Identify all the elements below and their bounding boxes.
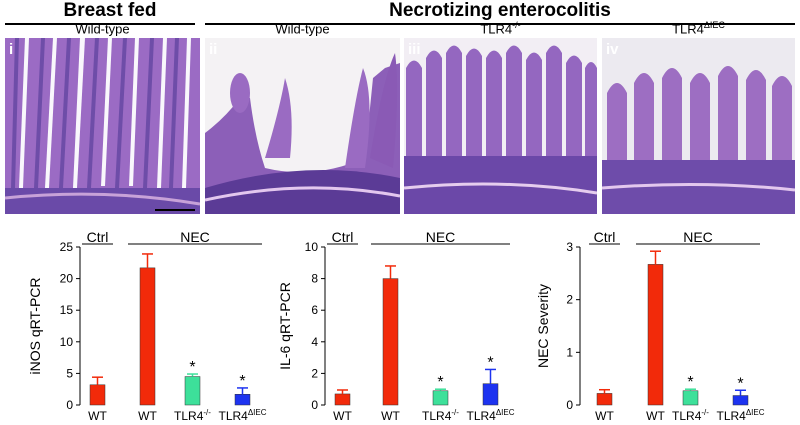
chart-3-bar — [596, 393, 613, 406]
chart-1-y-label: iNOS qRT-PCR — [27, 278, 43, 375]
chart-3-y-tick-label: 0 — [566, 398, 573, 412]
chart-2-category-label: WT — [333, 409, 352, 423]
panel-iii-genotype: TLR4-/- — [480, 20, 521, 37]
panel-numeral-iii: iii — [408, 41, 421, 58]
chart-1-y-tick-label: 20 — [60, 272, 74, 286]
chart-1-bar — [139, 267, 156, 406]
breast-fed-header-rule — [5, 23, 195, 25]
panel-numeral-ii: ii — [209, 41, 218, 58]
histology-image-ii — [205, 38, 400, 214]
chart-2-y-tick-label: 8 — [311, 272, 318, 286]
chart-2-bar — [432, 390, 449, 406]
histology-panel-iii — [404, 38, 597, 214]
chart-2-group-ctrl: Ctrl — [332, 229, 354, 245]
chart-1-bar — [184, 376, 201, 406]
chart-1-category-label: WT — [88, 409, 107, 423]
chart-1-category-label: WT — [138, 409, 157, 423]
chart-1-category-sup: -/- — [203, 408, 211, 417]
chart-1-group-ctrl: Ctrl — [87, 229, 109, 245]
chart-3-category-label: WT — [646, 409, 665, 423]
chart-1-y-tick-label: 25 — [60, 240, 74, 254]
chart-3-y-label: NEC Severity — [535, 284, 551, 368]
chart-3-bar — [647, 264, 664, 406]
chart-3-significance-star: * — [687, 374, 693, 391]
chart-1-y-tick-label: 10 — [60, 335, 74, 349]
chart-2-category-label: TLR4ΔIEC — [466, 408, 514, 423]
panel-iv-genotype: TLR4ΔIEC — [672, 20, 725, 37]
chart-1-y-tick-label: 5 — [66, 366, 73, 380]
chart-2-significance-star: * — [487, 354, 493, 371]
chart-3-category-label: WT — [595, 409, 614, 423]
histology-image-iii — [404, 38, 597, 214]
chart-2-y-tick-label: 4 — [311, 335, 318, 349]
chart-2-bar — [334, 393, 351, 406]
histology-panel-i — [5, 38, 200, 214]
chart-1-y-tick-label: 0 — [66, 398, 73, 412]
chart-3-y-tick-label: 3 — [566, 240, 573, 254]
histology-panel-iv — [602, 38, 795, 214]
chart-1-category-sup: ΔIEC — [248, 408, 267, 417]
chart-3-bar — [732, 395, 749, 406]
chart-2-category-label: TLR4-/- — [422, 408, 459, 423]
chart-3-category-sup: -/- — [701, 408, 709, 417]
chart-2-y-tick-label: 6 — [311, 303, 318, 317]
chart-3-category-sup: ΔIEC — [746, 408, 765, 417]
chart-3-category-label: TLR4-/- — [672, 408, 709, 423]
chart-2-bar — [482, 383, 499, 406]
chart-3-bar — [682, 390, 699, 406]
panel-ii-genotype: Wild-type — [275, 21, 330, 37]
chart-2-category-sup: ΔIEC — [496, 408, 515, 417]
chart-2-category-sup: -/- — [451, 408, 459, 417]
chart-2-category-label: WT — [381, 409, 400, 423]
panel-i-genotype: Wild-type — [75, 21, 130, 37]
histology-image-iv — [602, 38, 795, 214]
histology-image-i — [5, 38, 200, 214]
chart-2-significance-star: * — [437, 374, 443, 391]
chart-2-y-tick-label: 10 — [305, 240, 319, 254]
chart-3-group-nec: NEC — [683, 229, 713, 245]
chart-1-bar — [234, 394, 251, 406]
chart-3-y-tick-label: 1 — [566, 345, 573, 359]
chart-1-category-label: TLR4-/- — [174, 408, 211, 423]
chart-3-significance-star: * — [737, 375, 743, 392]
chart-3-category-label: TLR4ΔIEC — [716, 408, 764, 423]
breast-fed-header: Breast fed — [63, 0, 157, 21]
chart-2-y-tick-label: 0 — [311, 398, 318, 412]
chart-1-significance-star: * — [189, 359, 195, 376]
chart-2-group-nec: NEC — [426, 229, 456, 245]
panel-numeral-iv: iv — [606, 41, 619, 58]
nec-header-rule — [205, 23, 795, 25]
chart-1-group-nec: NEC — [180, 229, 210, 245]
chart-1-category-label: TLR4ΔIEC — [218, 408, 266, 423]
chart-2-bar — [382, 278, 399, 406]
chart-2-y-label: IL-6 qRT-PCR — [277, 282, 293, 370]
chart-2-y-tick-label: 2 — [311, 366, 318, 380]
chart-3-y-tick-label: 2 — [566, 293, 573, 307]
chart-1-y-tick-label: 15 — [60, 303, 74, 317]
nec-header: Necrotizing enterocolitis — [389, 0, 611, 21]
panel-numeral-i: i — [9, 41, 14, 58]
chart-1-significance-star: * — [239, 373, 245, 390]
histology-panel-ii — [205, 38, 400, 214]
chart-1-bar — [89, 384, 106, 406]
chart-3-group-ctrl: Ctrl — [594, 229, 616, 245]
